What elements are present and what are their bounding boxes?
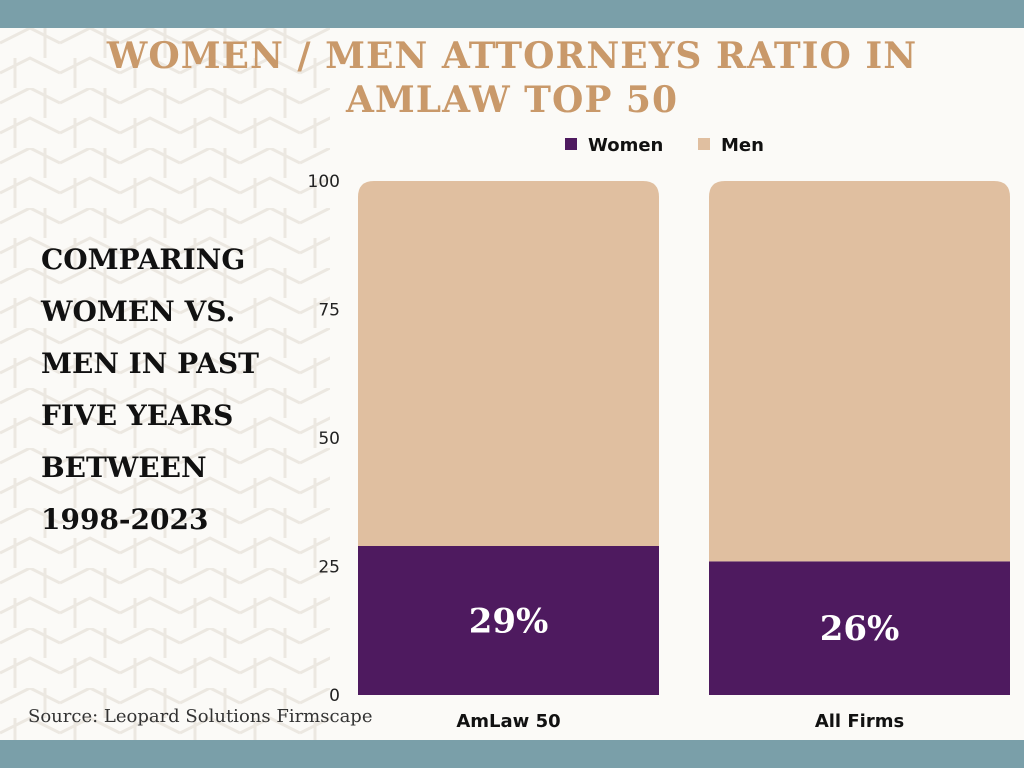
y-tick-label: 0 — [329, 686, 340, 706]
side-description: COMPARING WOMEN VS. MEN IN PAST FIVE YEA… — [41, 243, 259, 536]
y-tick-label: 100 — [308, 172, 340, 192]
legend-swatch-men — [698, 138, 710, 150]
y-tick-label: 25 — [318, 558, 340, 578]
y-tick-label: 75 — [318, 301, 340, 321]
data-label: 29% — [469, 601, 549, 641]
background-pattern — [0, 28, 330, 740]
legend-label-women: Women — [588, 135, 663, 156]
bar-women-2 — [709, 561, 1010, 695]
stacked-bar-chart: 0 25 50 75 100 29% AmLaw 50 26% All Firms Women Me… — [308, 135, 1010, 732]
data-label: 26% — [820, 609, 900, 649]
bar-men-1 — [358, 181, 659, 546]
bottom-band — [0, 740, 1024, 768]
chart-title: WOMEN / MEN ATTORNEYS RATIO IN AMLAW TOP… — [106, 35, 918, 121]
top-band — [0, 0, 1024, 28]
bar-women-1 — [358, 545, 659, 695]
y-tick-label: 50 — [318, 429, 340, 449]
category-label: All Firms — [815, 711, 904, 732]
category-label: AmLaw 50 — [456, 711, 560, 732]
legend-label-men: Men — [721, 135, 764, 156]
source-note: Source: Leopard Solutions Firmscape — [28, 706, 373, 727]
legend-swatch-women — [565, 138, 577, 150]
bar-men-2 — [709, 181, 1010, 562]
